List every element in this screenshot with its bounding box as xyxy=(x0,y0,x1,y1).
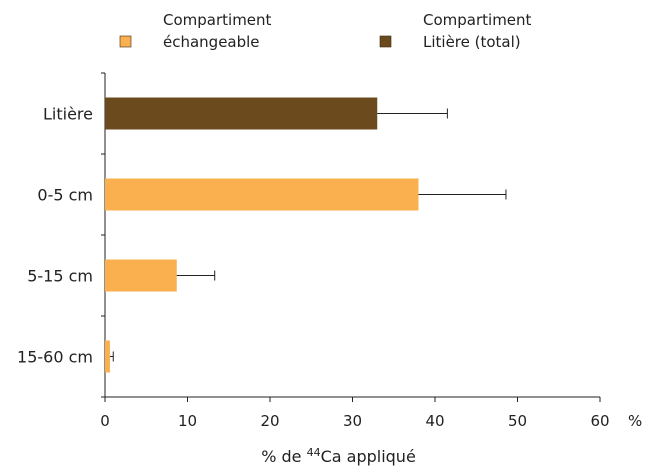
bars xyxy=(105,97,507,373)
x-unit-label: % xyxy=(628,412,642,430)
x-tick-label: 30 xyxy=(343,412,362,430)
legend-swatch xyxy=(119,35,132,48)
x-tick-label: 40 xyxy=(425,412,444,430)
bar xyxy=(105,178,419,211)
legend-label: échangeable xyxy=(163,33,260,51)
x-tick-label: 0 xyxy=(100,412,110,430)
legend-swatch xyxy=(379,35,392,48)
legend-label: Compartiment xyxy=(163,11,272,29)
bar xyxy=(105,259,177,292)
category-label: 0-5 cm xyxy=(37,186,93,205)
bar xyxy=(105,340,110,373)
legend: Compartiment échangeable Compartiment Litiè… xyxy=(119,11,532,51)
x-tick-label: 20 xyxy=(260,412,279,430)
labels: 0 10 20 30 40 50 60 % Litière 0-5 cm 5-15 cm 15-60 … xyxy=(17,105,642,467)
x-tick-label: 10 xyxy=(178,412,197,430)
category-label: 15-60 cm xyxy=(17,348,93,367)
bar xyxy=(105,97,378,130)
legend-label: Litière (total) xyxy=(423,33,521,51)
category-label: 5-15 cm xyxy=(27,267,93,286)
x-axis-title: % de 44Ca appliqué xyxy=(261,446,416,467)
category-label: Litière xyxy=(43,105,93,124)
legend-label: Compartiment xyxy=(423,11,532,29)
x-tick-label: 60 xyxy=(590,412,609,430)
x-tick-label: 50 xyxy=(508,412,527,430)
